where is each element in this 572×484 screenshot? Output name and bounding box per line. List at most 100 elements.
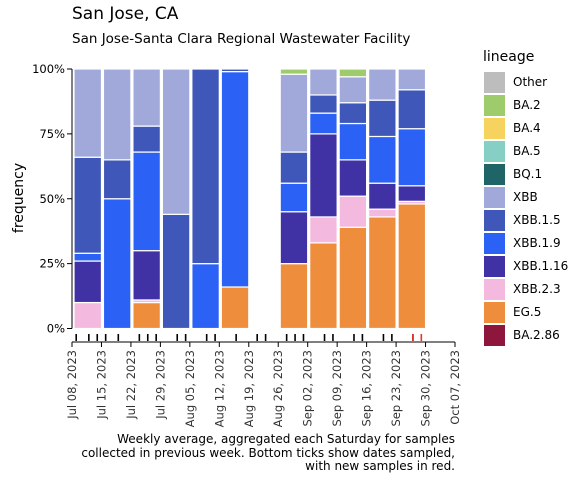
legend-title: lineage [483, 49, 535, 65]
legend-label: XBB.1.9 [513, 236, 561, 250]
legend-swatch [484, 302, 505, 323]
caption-line: Weekly average, aggregated each Saturday… [117, 432, 455, 446]
legend-swatch [484, 256, 505, 277]
bar-segment [73, 156, 103, 254]
y-tick-label: 0% [47, 322, 65, 336]
bar-segment [102, 159, 132, 200]
x-tick-label: Sep 02, 2023 [301, 350, 315, 427]
x-tick-label: Aug 05, 2023 [183, 350, 197, 427]
bar-segment [279, 211, 309, 265]
bar-segment [338, 159, 368, 197]
sample-date-ticks [75, 334, 423, 341]
x-tick-label: Jul 22, 2023 [124, 350, 138, 420]
legend-label: XBB [513, 190, 538, 204]
bar-segment [132, 151, 161, 252]
bar-segment [397, 128, 427, 187]
bar-segment [338, 102, 368, 125]
legend-swatch [484, 95, 505, 116]
x-tick-label: Sep 30, 2023 [419, 350, 433, 427]
bar-segment [132, 250, 161, 301]
legend-label: BA.4 [513, 121, 541, 135]
bar-segment [132, 125, 161, 153]
legend-label: XBB.1.5 [513, 213, 561, 227]
x-tick-label: Jul 08, 2023 [65, 350, 79, 420]
bar-segment [397, 89, 427, 130]
bar-segment [397, 185, 427, 202]
bar-segment [309, 216, 338, 244]
bar-segment [368, 99, 397, 138]
caption-line: with new samples in red. [305, 459, 455, 473]
legend-swatch [484, 233, 505, 254]
bar-segment [338, 76, 368, 104]
y-tick-label: 50% [39, 192, 65, 206]
legend-swatch [484, 210, 505, 231]
bar-segment [73, 252, 103, 262]
axes-layer: 0% 25% 50% 75% 100% Jul 08, 2023 Jul 15, 2023 J… [32, 62, 462, 427]
y-tick-label: 100% [32, 62, 65, 76]
x-tick-label: Sep 09, 2023 [330, 350, 344, 427]
legend-label: EG.5 [513, 305, 542, 319]
bar-segment [132, 301, 161, 330]
bar-segment [279, 182, 309, 213]
x-tick-label: Oct 07, 2023 [448, 350, 462, 425]
y-tick-label: 75% [39, 127, 65, 141]
bar-segment [368, 182, 397, 210]
bar-segment [102, 68, 132, 161]
bar-segment [279, 263, 309, 330]
x-tick-label: Jul 15, 2023 [94, 350, 108, 420]
legend-label: BA.5 [513, 144, 541, 158]
legend-swatch [484, 279, 505, 300]
x-tick-label: Aug 12, 2023 [212, 350, 226, 427]
legend-label: BA.2 [513, 98, 541, 112]
bar-segment [309, 68, 338, 96]
bar-segment [191, 263, 220, 330]
caption-line: collected in previous week. Bottom ticks… [81, 445, 455, 460]
bar-segment [279, 151, 309, 184]
bar-segment [279, 73, 309, 153]
page-subtitle: San Jose-Santa Clara Regional Wastewater… [72, 31, 411, 47]
legend-label: Other [513, 75, 548, 89]
bar-segment [73, 68, 103, 158]
x-tick-label: Sep 23, 2023 [389, 350, 403, 427]
bar-segment [220, 286, 250, 330]
bar-segment [368, 216, 397, 330]
bar-segment [132, 68, 161, 127]
bar-segment [309, 94, 338, 114]
bar-segment [338, 226, 368, 330]
legend-label: XBB.1.16 [513, 259, 569, 273]
bar-segment [368, 208, 397, 218]
y-tick-label: 25% [39, 257, 65, 271]
bar-segment [397, 203, 427, 330]
legend-swatch [484, 141, 505, 162]
legend-label: BA.2.86 [513, 328, 560, 342]
page-title: San Jose, CA [72, 4, 179, 24]
legend-swatch [484, 164, 505, 185]
bar-segment [161, 68, 191, 215]
legend-swatch [484, 187, 505, 208]
bar-segment [73, 301, 103, 330]
bar-segment [338, 68, 368, 78]
bar-segment [220, 70, 250, 288]
bar-segment [220, 68, 250, 73]
x-tick-label: Jul 29, 2023 [153, 350, 167, 420]
legend-label: BQ.1 [513, 167, 543, 181]
x-tick-label: Sep 16, 2023 [360, 350, 374, 427]
chart-caption: Weekly average, aggregated each Saturday… [35, 432, 455, 474]
legend-label: XBB.2.3 [513, 282, 561, 296]
x-tick-label: Aug 26, 2023 [271, 350, 285, 427]
bar-segment [73, 260, 103, 304]
bar-segment [338, 195, 368, 228]
bar-segment [161, 213, 191, 330]
x-tick-label: Aug 19, 2023 [242, 350, 256, 427]
bar-segment [397, 68, 427, 91]
legend-swatch [484, 325, 505, 346]
bar-segment [191, 68, 220, 265]
bar-segment [309, 112, 338, 135]
bar-segment [279, 68, 309, 75]
bar-segment [338, 122, 368, 161]
bar-segment [309, 242, 338, 330]
bar-segment [309, 133, 338, 218]
legend-swatch [484, 118, 505, 139]
bars-layer [73, 68, 427, 330]
